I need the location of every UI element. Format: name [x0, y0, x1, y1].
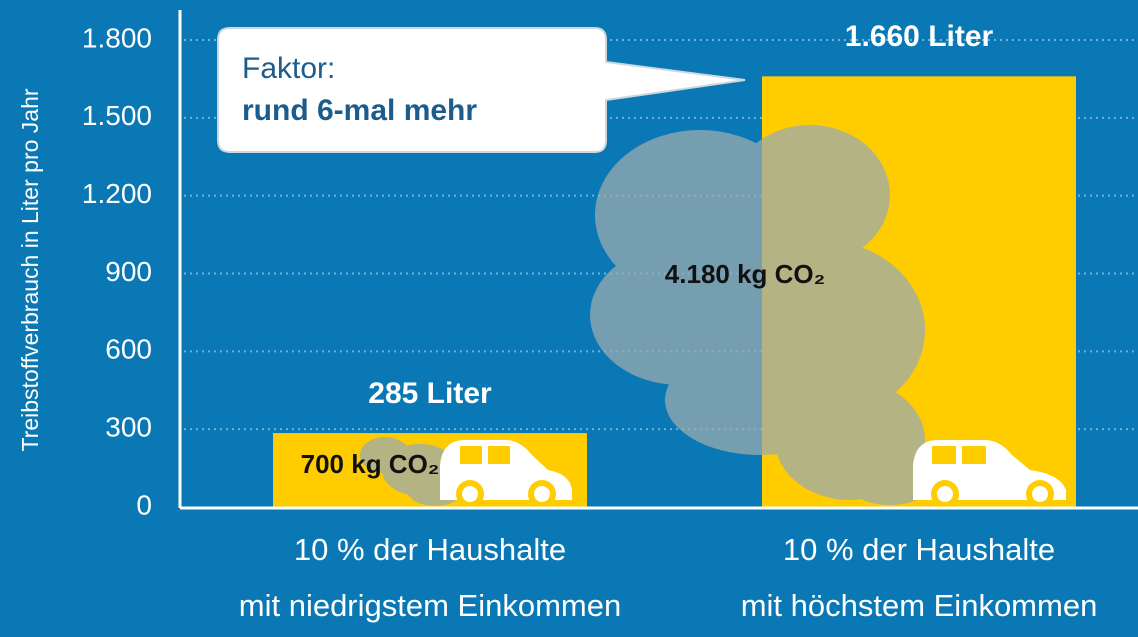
y-tick-label: 1.200: [82, 178, 152, 209]
y-tick-label: 900: [105, 256, 152, 287]
co2-label: 700 kg CO₂: [301, 449, 440, 479]
value-label: 285 Liter: [368, 377, 492, 410]
labels: 0 300 600 900 1.200 1.500 1.800 285 Liter 700 kg…: [82, 20, 1097, 623]
x-tick-label: mit niedrigstem Einkommen: [239, 588, 621, 623]
y-axis-label: Treibstoffverbrauch in Liter pro Jahr: [17, 88, 43, 451]
y-tick-label: 600: [105, 334, 152, 365]
y-tick-label: 1.500: [82, 100, 152, 131]
x-tick-label: 10 % der Haushalte: [783, 532, 1055, 567]
exhaust-cloud-large: [590, 125, 935, 505]
y-tick-label: 1.800: [82, 22, 152, 53]
y-tick-label: 0: [136, 489, 152, 520]
co2-label: 4.180 kg CO₂: [665, 259, 825, 289]
car-small: [440, 440, 572, 508]
y-tick-label: 300: [105, 412, 152, 443]
car-large: [913, 440, 1066, 508]
callout-line: rund 6-mal mehr: [242, 94, 477, 127]
callout: Faktor: rund 6-mal mehr: [217, 27, 746, 153]
x-tick-label: mit höchstem Einkommen: [741, 588, 1098, 623]
x-tick-label: 10 % der Haushalte: [294, 532, 566, 567]
callout-line: Faktor:: [242, 52, 335, 85]
value-label: 1.660 Liter: [845, 20, 994, 53]
